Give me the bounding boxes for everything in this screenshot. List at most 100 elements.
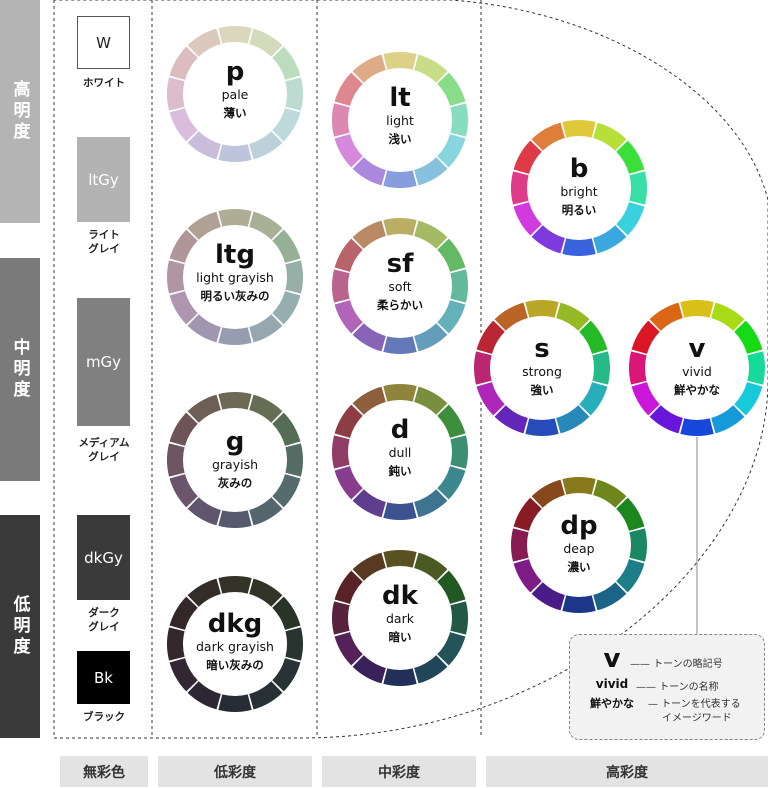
tone-wheel-segment-g-11 xyxy=(187,394,221,423)
tone-wheel-segment-d-6 xyxy=(383,502,417,520)
tone-wheel-segment-sf-1 xyxy=(414,220,448,249)
tone-wheel-segment-dp-6 xyxy=(562,595,596,614)
tone-wheel-segment-p-3 xyxy=(285,77,303,111)
tone-en-s: strong xyxy=(522,364,562,379)
swatch-code-mgy: mGy xyxy=(85,353,122,371)
tone-wheel-bg-d xyxy=(331,383,469,521)
tone-wheel-segment-dk-9 xyxy=(332,601,350,635)
tone-jp-g: 灰みの xyxy=(217,476,253,490)
tone-wheel-segment-ltg-2 xyxy=(272,229,301,263)
tone-wheel-segment-dp-5 xyxy=(593,582,627,611)
lightness-label-mid: 中明度 xyxy=(9,338,30,401)
tone-en-b: bright xyxy=(560,184,598,199)
tone-jp-p: 薄い xyxy=(223,106,247,120)
tone-wheel-bg-p xyxy=(166,25,304,163)
tone-wheel-segment-g-5 xyxy=(249,497,283,526)
tone-wheel-segment-b-8 xyxy=(513,202,542,236)
legend-en: vivid xyxy=(595,677,629,691)
tone-wheel-segment-sf-0 xyxy=(383,218,417,236)
tone-wheel-p xyxy=(166,25,304,163)
tone-en-g: grayish xyxy=(211,457,259,472)
tone-wheel-segment-s-10 xyxy=(476,320,505,354)
tone-wheel-segment-b-5 xyxy=(593,225,627,254)
tone-wheel-dp xyxy=(510,476,648,614)
tone-wheel-segment-sf-6 xyxy=(383,336,417,354)
tone-wheel-segment-sf-4 xyxy=(437,300,466,334)
tone-wheel-segment-s-6 xyxy=(525,418,559,436)
tone-wheel-bg-g xyxy=(166,391,304,529)
tone-wheel-segment-dkg-4 xyxy=(272,658,301,692)
tone-wheel-segment-p-2 xyxy=(272,46,301,80)
tone-wheel-segment-lt-1 xyxy=(414,54,448,83)
legend-code-note-text: トーンの略記号 xyxy=(653,659,723,670)
tone-wheel-segment-sf-2 xyxy=(437,238,466,272)
tone-jp-dk: 暗い xyxy=(388,630,412,644)
tone-wheel-bg-dk xyxy=(331,549,469,687)
tone-wheel-segment-dp-3 xyxy=(629,528,648,562)
tone-wheel-segment-lt-9 xyxy=(332,103,350,137)
tone-wheel-segment-b-1 xyxy=(593,122,627,151)
tone-wheel-segment-sf-5 xyxy=(414,323,448,352)
swatch-label-ltgy-line1: ライト xyxy=(88,229,120,241)
swatch-mgy: mGy xyxy=(77,298,130,426)
tone-wheel-segment-dkg-8 xyxy=(169,658,198,692)
tone-code-g: g xyxy=(225,427,245,457)
tone-wheel-segment-dkg-1 xyxy=(249,578,283,607)
saturation-group-mid: 中彩度 xyxy=(322,756,476,787)
tone-en-dp: deap xyxy=(563,541,595,556)
tone-wheel-segment-s-3 xyxy=(592,351,611,385)
tone-wheel-segment-dp-9 xyxy=(510,528,529,562)
tone-wheel-segment-ltg-5 xyxy=(249,314,283,343)
tone-wheel-segment-dk-11 xyxy=(352,552,386,581)
tone-text-d: d dull 鈍い xyxy=(340,416,460,480)
tone-wheel-segment-d-4 xyxy=(437,466,466,500)
tone-wheel-segment-p-4 xyxy=(272,108,301,142)
swatch-ltgy: ltGy xyxy=(77,137,130,222)
tone-wheel-segment-g-1 xyxy=(249,394,283,423)
tone-wheel-segment-dkg-3 xyxy=(285,627,304,661)
swatch-label-ltgy: ライト グレイ xyxy=(60,228,148,256)
tone-wheel-segment-v-2 xyxy=(734,320,763,354)
tone-wheel-segment-v-7 xyxy=(649,405,683,434)
tone-wheel-segment-dp-4 xyxy=(616,559,645,593)
tone-wheel-segment-v-1 xyxy=(711,302,745,331)
tone-wheel-segment-g-7 xyxy=(187,497,221,526)
tone-wheel-sf xyxy=(331,217,469,355)
tone-wheel-segment-sf-8 xyxy=(334,300,363,334)
tone-wheel-segment-dp-10 xyxy=(513,497,542,531)
tone-wheel-segment-dkg-0 xyxy=(218,575,252,594)
tone-wheel-segment-b-6 xyxy=(562,238,596,257)
tone-wheel-lt xyxy=(331,51,469,189)
legend-dash-2: —— xyxy=(636,682,660,693)
tone-wheel-segment-p-1 xyxy=(249,28,283,57)
tone-code-v: v xyxy=(688,334,706,364)
tone-wheel-segment-v-3 xyxy=(747,351,766,385)
tone-wheel-bg-ltg xyxy=(166,208,304,346)
tone-wheel-segment-ltg-3 xyxy=(285,260,303,294)
tone-wheel-segment-g-2 xyxy=(272,412,301,446)
swatch-label-bk: ブラック xyxy=(83,711,125,723)
tone-code-dk: dk xyxy=(382,581,418,611)
tone-wheel-segment-lt-6 xyxy=(383,170,417,188)
tone-wheel-segment-p-6 xyxy=(218,144,252,163)
tone-wheel-bg-sf xyxy=(331,217,469,355)
tone-wheel-segment-s-2 xyxy=(579,320,608,354)
tone-en-dkg: dark grayish xyxy=(196,639,274,654)
tone-wheel-segment-ltg-6 xyxy=(218,327,252,345)
tone-wheel-segment-lt-8 xyxy=(334,134,363,168)
swatch-bk: Bk xyxy=(77,651,130,704)
tone-jp-lt: 浅い xyxy=(388,132,412,146)
swatch-label-mgy: メディアム グレイ xyxy=(60,436,148,464)
tone-en-v: vivid xyxy=(682,364,712,379)
tone-jp-b: 明るい xyxy=(561,203,597,217)
tone-wheel-segment-p-7 xyxy=(187,131,221,160)
tone-wheel-segment-dkg-7 xyxy=(187,681,221,710)
tone-wheel-segment-ltg-4 xyxy=(272,291,301,325)
tone-wheel-segment-d-11 xyxy=(352,386,386,415)
tone-wheel-segment-s-8 xyxy=(476,382,505,416)
tone-wheel-segment-dkg-9 xyxy=(167,627,185,661)
tone-wheel-segment-p-10 xyxy=(169,46,198,80)
tone-wheel-segment-dp-0 xyxy=(562,477,596,495)
tone-wheel-segment-dk-3 xyxy=(450,601,468,635)
